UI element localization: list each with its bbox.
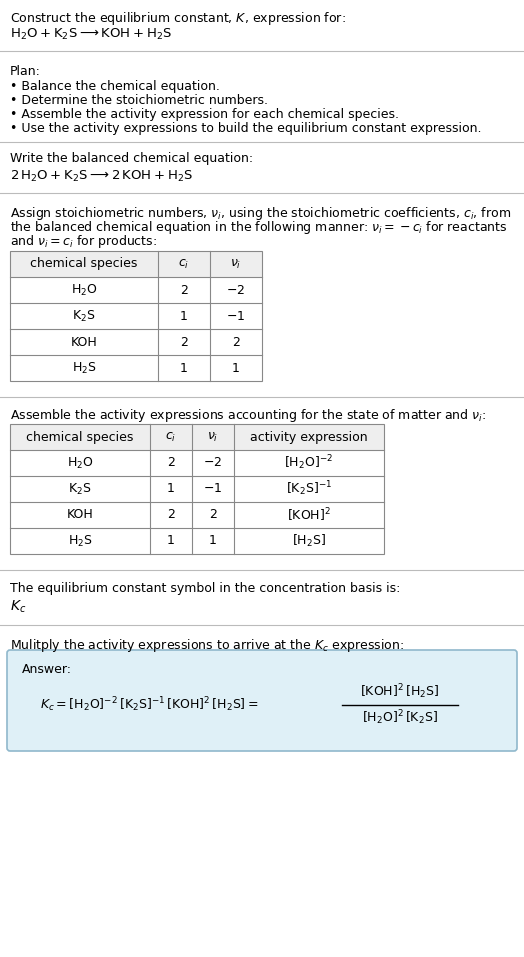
Text: $[\mathrm{H_2O}]^{2}\,[\mathrm{K_2S}]$: $[\mathrm{H_2O}]^{2}\,[\mathrm{K_2S}]$ [362,708,438,727]
Text: 2: 2 [167,508,175,522]
Text: activity expression: activity expression [250,431,368,443]
Text: • Assemble the activity expression for each chemical species.: • Assemble the activity expression for e… [10,108,399,121]
Text: Mulitply the activity expressions to arrive at the $K_c$ expression:: Mulitply the activity expressions to arr… [10,637,405,654]
Text: the balanced chemical equation in the following manner: $\nu_i = -c_i$ for react: the balanced chemical equation in the fo… [10,219,507,236]
Text: $[\mathrm{H_2O}]^{-2}$: $[\mathrm{H_2O}]^{-2}$ [285,454,334,473]
Text: $K_c$: $K_c$ [10,599,26,615]
Bar [10,424,384,450]
Text: 2: 2 [232,336,240,348]
Text: $\mathrm{H_2O}$: $\mathrm{H_2O}$ [71,282,97,298]
Text: $\mathrm{H_2O}$: $\mathrm{H_2O}$ [67,456,93,471]
Text: $\nu_i$: $\nu_i$ [231,257,242,271]
Text: $\mathrm{K_2S}$: $\mathrm{K_2S}$ [68,481,92,497]
Bar [10,251,262,381]
Text: Write the balanced chemical equation:: Write the balanced chemical equation: [10,152,253,165]
Text: $[\mathrm{KOH}]^{2}$: $[\mathrm{KOH}]^{2}$ [287,506,331,523]
Text: KOH: KOH [67,508,93,522]
Text: $\mathrm{H_2S}$: $\mathrm{H_2S}$ [68,533,92,548]
Text: $[\mathrm{K_2S}]^{-1}$: $[\mathrm{K_2S}]^{-1}$ [286,479,332,499]
Text: $\nu_i$: $\nu_i$ [208,431,219,443]
Text: Assemble the activity expressions accounting for the state of matter and $\nu_i$: Assemble the activity expressions accoun… [10,407,486,424]
Text: Assign stoichiometric numbers, $\nu_i$, using the stoichiometric coefficients, $: Assign stoichiometric numbers, $\nu_i$, … [10,205,511,222]
Text: $-1$: $-1$ [226,309,246,323]
Text: 2: 2 [167,456,175,470]
Text: $\mathrm{H_2O} + \mathrm{K_2S} \longrightarrow \mathrm{KOH} + \mathrm{H_2S}$: $\mathrm{H_2O} + \mathrm{K_2S} \longrigh… [10,27,172,42]
Text: $c_i$: $c_i$ [166,431,177,443]
Text: 1: 1 [180,362,188,374]
Text: $-2$: $-2$ [226,283,246,297]
Text: 1: 1 [209,535,217,547]
Text: Plan:: Plan: [10,65,41,78]
Text: $2\,\mathrm{H_2O} + \mathrm{K_2S} \longrightarrow 2\,\mathrm{KOH} + \mathrm{H_2S: $2\,\mathrm{H_2O} + \mathrm{K_2S} \longr… [10,169,193,184]
Text: • Determine the stoichiometric numbers.: • Determine the stoichiometric numbers. [10,94,268,107]
Text: chemical species: chemical species [26,431,134,443]
Text: $-2$: $-2$ [203,456,223,470]
Text: Answer:: Answer: [22,663,72,676]
Text: $[\mathrm{KOH}]^{2}\,[\mathrm{H_2S}]$: $[\mathrm{KOH}]^{2}\,[\mathrm{H_2S}]$ [361,682,440,701]
Text: 2: 2 [209,508,217,522]
FancyBboxPatch shape [7,650,517,751]
Text: $[\mathrm{H_2S}]$: $[\mathrm{H_2S}]$ [292,533,326,549]
Bar [10,251,262,277]
Bar [10,424,384,554]
Text: 1: 1 [180,309,188,323]
Text: $-1$: $-1$ [203,482,223,496]
Text: 1: 1 [167,535,175,547]
Text: $\mathrm{K_2S}$: $\mathrm{K_2S}$ [72,308,96,323]
Text: 2: 2 [180,336,188,348]
Text: • Use the activity expressions to build the equilibrium constant expression.: • Use the activity expressions to build … [10,122,482,135]
Text: The equilibrium constant symbol in the concentration basis is:: The equilibrium constant symbol in the c… [10,582,400,595]
Text: $c_i$: $c_i$ [178,257,190,271]
Text: KOH: KOH [71,336,97,348]
Text: $\mathrm{H_2S}$: $\mathrm{H_2S}$ [72,361,96,375]
Text: • Balance the chemical equation.: • Balance the chemical equation. [10,80,220,93]
Text: 1: 1 [167,482,175,496]
Text: $K_c = [\mathrm{H_2O}]^{-2}\,[\mathrm{K_2S}]^{-1}\,[\mathrm{KOH}]^{2}\,[\mathrm{: $K_c = [\mathrm{H_2O}]^{-2}\,[\mathrm{K_… [40,696,258,714]
Text: chemical species: chemical species [30,257,138,271]
Text: 1: 1 [232,362,240,374]
Text: 2: 2 [180,283,188,297]
Text: Construct the equilibrium constant, $K$, expression for:: Construct the equilibrium constant, $K$,… [10,10,346,27]
Text: and $\nu_i = c_i$ for products:: and $\nu_i = c_i$ for products: [10,233,157,250]
